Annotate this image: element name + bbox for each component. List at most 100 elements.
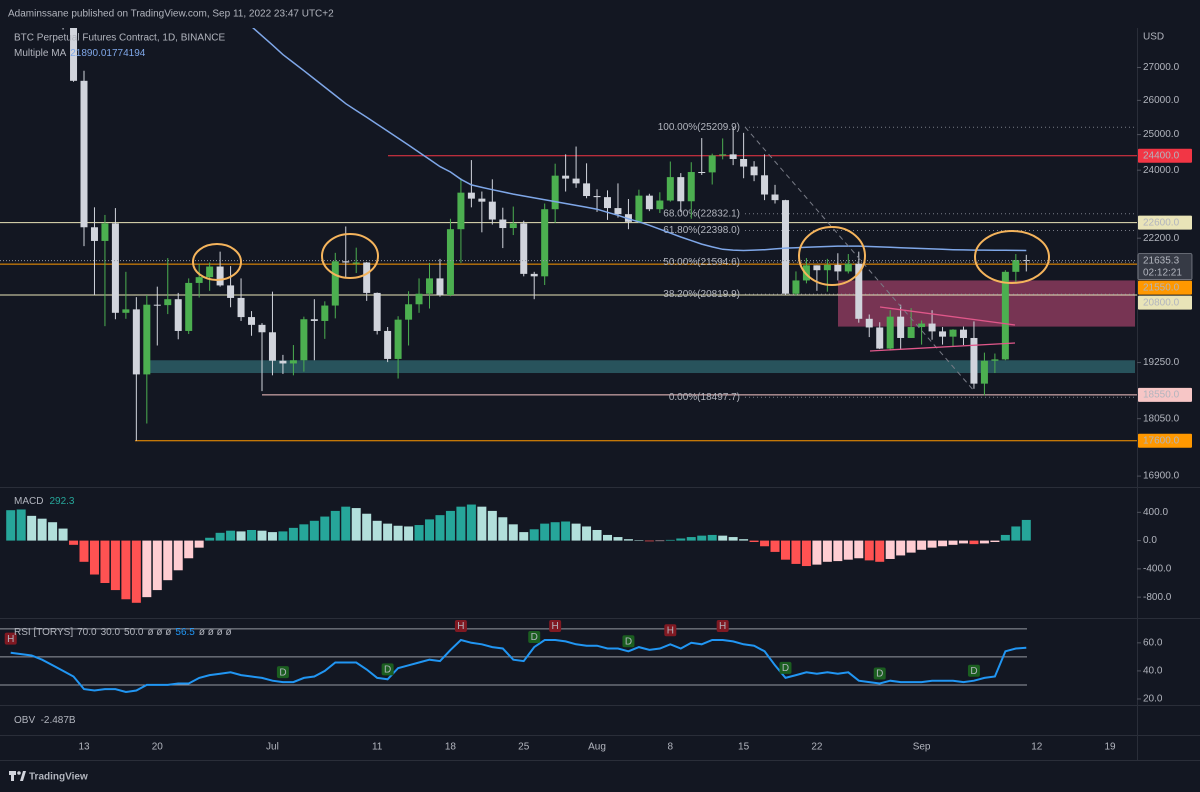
candle-body: [959, 329, 967, 338]
candle-body: [467, 192, 475, 199]
macd-bar: [247, 529, 257, 541]
rsi-blank: ø ø ø ø: [199, 627, 232, 638]
candle-body: [478, 198, 486, 202]
macd-bar: [27, 515, 37, 541]
price-badge-value: 21635.3: [1143, 255, 1180, 266]
macd-bar: [875, 540, 885, 562]
candle-body: [1001, 271, 1009, 360]
obv-name: OBV: [14, 715, 35, 726]
macd-bar: [969, 540, 979, 545]
price-pane: 100.00%(25209.9) 68.00%(22832.1) 61.80%(22…: [0, 28, 1137, 442]
macd-bar: [48, 522, 58, 541]
rsi-marker: [454, 620, 467, 633]
ma-legend: Multiple MA 21890.01774194: [14, 48, 146, 59]
candle-body: [614, 208, 622, 215]
macd-bar: [885, 540, 895, 559]
y-tick-label: 24000.0: [1143, 165, 1180, 176]
x-tick-label: 12: [1031, 742, 1043, 753]
fib-label: 50.00%(21594.6): [663, 257, 740, 268]
candle-body: [761, 175, 769, 195]
candle-body: [384, 330, 392, 359]
y-tick-label: 22200.0: [1143, 233, 1180, 244]
wedge-line: [879, 306, 1016, 326]
candle-body: [687, 172, 695, 202]
candle-body: [907, 327, 915, 338]
candle-body: [593, 196, 601, 198]
rsi-marker-label: D: [876, 669, 883, 680]
candle-body: [237, 297, 245, 318]
rsi-marker: [664, 624, 677, 637]
candle-body: [708, 155, 716, 173]
level-badge-label: 21550.0: [1143, 282, 1180, 293]
rsi-marker-label: D: [782, 663, 789, 674]
candle-body: [70, 28, 78, 81]
rsi-marker-label: D: [279, 667, 286, 678]
macd-bar: [592, 529, 602, 541]
candle-body: [698, 172, 706, 174]
x-tick-label: 13: [78, 742, 90, 753]
candle-body: [1012, 260, 1020, 272]
candle-body: [164, 299, 172, 306]
candle-body: [436, 278, 444, 296]
macd-bar: [1000, 534, 1010, 541]
level-badge-label: 20800.0: [1143, 297, 1180, 308]
macd-bar: [697, 535, 707, 541]
candle-body: [195, 277, 203, 283]
rsi-marker: [4, 632, 17, 645]
macd-bar: [707, 534, 717, 541]
macd-bar: [205, 537, 215, 541]
candle-body: [415, 293, 423, 305]
rsi-marker-label: H: [552, 621, 559, 632]
level-badge-label: 24400.0: [1143, 150, 1180, 161]
candle-body: [90, 227, 98, 241]
candle-body: [122, 309, 130, 313]
candle-body: [781, 200, 789, 294]
macd-bar: [309, 520, 319, 541]
candle-body: [174, 299, 182, 331]
ma-line: [252, 28, 1027, 252]
macd-bar: [896, 540, 906, 556]
macd-bar: [739, 539, 749, 541]
macd-bar: [320, 516, 330, 541]
x-tick-label: Jul: [266, 742, 279, 753]
y-tick-label: 400.0: [1143, 507, 1168, 518]
candle-body: [562, 175, 570, 179]
macd-bar: [257, 530, 267, 541]
x-tick-label: 15: [738, 742, 750, 753]
candle-body: [457, 192, 465, 230]
candle-body: [834, 264, 842, 272]
macd-bar: [456, 506, 466, 541]
macd-bar: [226, 530, 236, 541]
candle-body: [352, 262, 360, 264]
macd-bar: [69, 540, 79, 545]
level-badge: [1138, 148, 1192, 163]
macd-bar: [665, 539, 675, 541]
macd-bar: [1011, 526, 1021, 541]
macd-bar: [791, 540, 801, 564]
candle-body: [918, 323, 926, 328]
rsi-value: 56.5: [175, 627, 195, 638]
candle-body: [719, 154, 727, 156]
highlight-circle: [321, 233, 379, 279]
x-tick-label: 18: [445, 742, 457, 753]
macd-bar: [508, 524, 518, 541]
macd-bar: [487, 510, 497, 541]
macd-bar: [990, 540, 1000, 543]
logo-part: [20, 771, 26, 781]
rsi-marker: [276, 666, 289, 679]
candle-body: [394, 319, 402, 359]
candle-body: [509, 223, 517, 229]
macd-bar: [613, 537, 623, 541]
candle-body: [645, 195, 653, 210]
macd-bar: [351, 508, 361, 541]
candle-body: [363, 262, 371, 293]
fib-label: 0.00%(18497.7): [669, 392, 740, 403]
rsi-marker: [873, 667, 886, 680]
macd-bar: [184, 540, 194, 559]
x-tick-label: 25: [518, 742, 530, 753]
macd-bar: [540, 523, 550, 541]
macd-bar: [686, 537, 696, 541]
candle-body: [268, 332, 276, 361]
y-tick-label: 27000.0: [1143, 62, 1180, 73]
candle-body: [216, 266, 224, 286]
